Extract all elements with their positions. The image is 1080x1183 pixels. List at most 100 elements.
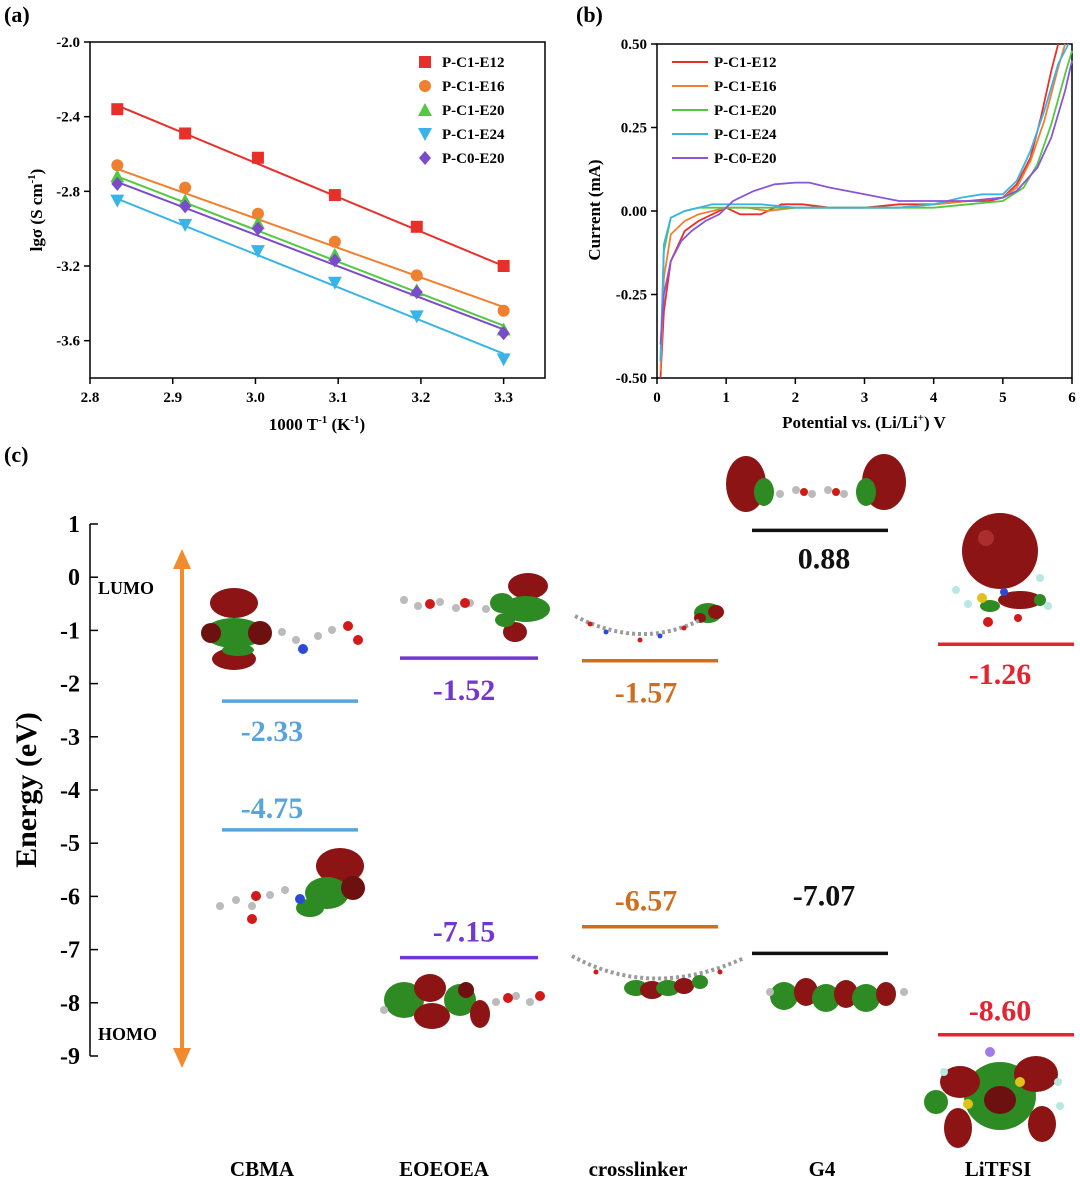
molecule-name-label: CBMA (230, 1157, 295, 1181)
panel-a-data-point (328, 253, 341, 268)
panel-a-data-point (496, 353, 511, 367)
homo-value-label: -7.15 (433, 916, 496, 949)
molecule-name-label: LiTFSI (965, 1157, 1032, 1181)
cbma-lumo-orbital-image (201, 588, 363, 670)
panel-b-xtick-label: 3 (861, 390, 869, 406)
panel-a-data-point (251, 207, 264, 220)
panel-a-xtick-label: 2.9 (163, 390, 182, 406)
panel-a-plot: 2.8 2.9 3.0 3.1 3.2 3.3 -2.0 -2.4 -2.8 -3.2 -3.6 P… (56, 35, 546, 406)
panel-a-legend-marker (418, 128, 432, 141)
litfsi-lumo-orbital-image (952, 513, 1052, 627)
panel-b-xtick-label: 1 (722, 390, 730, 406)
panel-c-diagram: 1 0 -1 -2 -3 -4 -5 -6 -7 -8 -9 LUMO HOMO (60, 454, 1074, 1181)
energy-arrow-icon (173, 549, 191, 1068)
panel-c-ytick-label: -1 (60, 618, 80, 644)
panel-a-data-point (110, 194, 125, 208)
panel-a-xtick-label: 3.3 (494, 390, 513, 406)
panel-a-fit-line (116, 197, 505, 355)
panel-a-data-point (111, 103, 124, 116)
homo-value-label: -6.57 (615, 885, 678, 918)
panel-a-data-point (410, 269, 423, 282)
panel-a-data-point (179, 181, 192, 194)
panel-a-data-point (111, 176, 124, 191)
panel-a-legend-marker (419, 151, 431, 165)
panel-a-data-point (497, 326, 510, 341)
panel-a-xtick-label: 2.8 (81, 390, 100, 406)
panel-a-label: (a) (4, 2, 30, 27)
panel-a-data-point (409, 310, 424, 324)
lumo-value-label: 0.88 (798, 542, 851, 575)
panel-a-data-point (178, 218, 193, 232)
panel-b-xtick-label: 2 (792, 390, 800, 406)
lumo-value-label: -1.57 (615, 677, 678, 710)
panel-a-legend-label: P-C1-E12 (442, 55, 505, 71)
panel-c-label: (c) (4, 442, 28, 467)
lumo-value-label: -1.52 (433, 674, 496, 707)
panel-b-xlabel: Potential vs. (Li/Li+) V (782, 412, 946, 432)
homo-value-label: -4.75 (241, 792, 304, 825)
panel-a-data-point (179, 127, 192, 140)
panel-c-ytick-label: -5 (60, 831, 80, 857)
panel-b-ytick-label: -0.25 (616, 288, 647, 304)
panel-c-ytick-label: -8 (60, 991, 80, 1017)
homo-value-label: -7.07 (793, 879, 856, 912)
crosslinker-homo-orbital-image (571, 954, 745, 999)
eoeoea-homo-orbital-image (380, 974, 545, 1029)
panel-a-legend-label: P-C0-E20 (442, 151, 505, 167)
panel-a-data-point (110, 169, 125, 183)
panel-c-ytick-label: -7 (60, 938, 80, 964)
panel-a-legend-label: P-C1-E16 (442, 79, 505, 95)
panel-a-fit-line (116, 167, 504, 309)
panel-b-legend-label: P-C0-E20 (714, 151, 777, 167)
panel-b-legend-label: P-C1-E16 (714, 79, 777, 95)
lumo-label: LUMO (98, 578, 154, 598)
panel-b-ytick-label: 0.25 (621, 121, 647, 137)
panel-b-xtick-label: 0 (653, 390, 661, 406)
panel-b-ytick-label: 0.00 (621, 204, 647, 220)
panel-a-data-point (251, 221, 264, 236)
panel-b-label: (b) (576, 2, 603, 27)
panel-b-series-line (659, 43, 1070, 362)
panel-c-ylabel: Energy (eV) (10, 712, 43, 868)
panel-a-ytick-label: -2.0 (56, 35, 80, 51)
molecule-name-label: crosslinker (589, 1157, 688, 1181)
molecule-name-label: G4 (809, 1157, 836, 1181)
panel-b-ylabel: Current (mA) (585, 159, 604, 260)
panel-b-xtick-label: 6 (1068, 390, 1076, 406)
panel-c-ytick-label: -3 (60, 725, 80, 751)
panel-b-series-line (659, 50, 1073, 362)
homo-label: HOMO (98, 1024, 157, 1044)
panel-b-legend-label: P-C1-E20 (714, 103, 777, 119)
panel-a-xlabel: 1000 T-1 (K-1) (269, 414, 365, 434)
panel-a-data-point (111, 159, 124, 172)
lumo-value-label: -1.26 (969, 658, 1032, 691)
panel-b-legend-label: P-C1-E12 (714, 55, 777, 71)
panel-b-xtick-label: 5 (999, 390, 1007, 406)
panel-c-ytick-label: 1 (68, 512, 80, 538)
panel-a-data-point (250, 245, 265, 259)
panel-a-data-point (327, 276, 342, 290)
lumo-value-label: -2.33 (241, 715, 304, 748)
eoeoea-lumo-orbital-image (400, 573, 550, 642)
g4-lumo-orbital-image (726, 454, 906, 512)
panel-a-xtick-label: 3.2 (412, 390, 431, 406)
panel-c-ytick-label: -6 (60, 884, 80, 910)
panel-a-fit-line (116, 175, 504, 327)
homo-value-label: -8.60 (969, 995, 1032, 1028)
panel-a-data-point (497, 260, 510, 272)
g4-homo-orbital-image (766, 978, 908, 1012)
panel-a-legend-marker (418, 103, 432, 116)
panel-a-fit-line (116, 181, 504, 331)
orbital-images (201, 454, 1064, 1148)
panel-a-ylabel: lgσ (S cm-1) (26, 169, 46, 252)
panel-a-xtick-label: 3.0 (246, 390, 265, 406)
panel-c-ytick-label: -9 (60, 1044, 80, 1070)
crosslinker-lumo-orbital-image (574, 603, 724, 643)
panel-a-data-point (179, 199, 192, 214)
panel-a-xtick-label: 3.1 (329, 390, 348, 406)
panel-b-ytick-label: 0.50 (621, 37, 647, 53)
panel-b-legend-label: P-C1-E24 (714, 127, 777, 143)
panel-b-plot: 0 1 2 3 4 5 6 0.50 0.25 0.00 -0.25 -0.50 P-C1-E12 P-… (616, 37, 1077, 406)
panel-a-ytick-label: -2.4 (56, 110, 80, 126)
